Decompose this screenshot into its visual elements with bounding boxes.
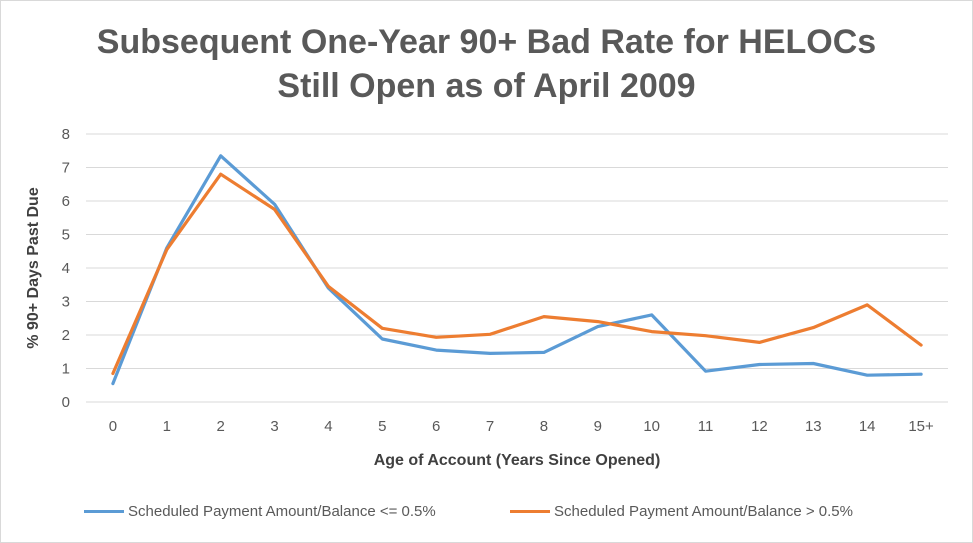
x-tick-label-15+: 15+ [908,418,934,435]
y-tick-label-1: 1 [62,361,70,378]
legend-swatch-series-1 [84,509,124,513]
x-axis-title: Age of Account (Years Since Opened) [374,452,661,469]
legend-item-series-1: Scheduled Payment Amount/Balance <= 0.5% [84,497,436,525]
x-tick-label-1: 1 [163,418,171,435]
legend: Scheduled Payment Amount/Balance <= 0.5%… [0,497,973,525]
y-tick-label-6: 6 [62,193,70,210]
y-tick-labels: 0 1 2 3 4 5 6 7 8 [62,126,70,411]
legend-label-series-1: Scheduled Payment Amount/Balance <= 0.5% [128,502,436,520]
x-tick-labels: 0 1 2 3 4 5 6 7 8 9 10 11 12 13 14 15+ [109,418,934,435]
series-lines [111,154,923,386]
x-tick-label-7: 7 [486,418,494,435]
x-tick-label-10: 10 [643,418,660,435]
x-tick-label-8: 8 [540,418,548,435]
y-tick-label-5: 5 [62,227,70,244]
x-tick-label-13: 13 [805,418,822,435]
x-tick-label-4: 4 [324,418,332,435]
x-tick-label-12: 12 [751,418,768,435]
series-line-2 [111,172,923,376]
x-tick-label-0: 0 [109,418,117,435]
gridlines [86,133,948,403]
x-tick-label-14: 14 [859,418,876,435]
legend-swatch-series-2 [510,509,550,513]
y-tick-label-8: 8 [62,126,70,143]
x-tick-label-9: 9 [594,418,602,435]
chart-title-line-1: Subsequent One-Year 90+ Bad Rate for HEL… [96,23,877,61]
series-line-1 [111,154,923,386]
y-tick-label-0: 0 [62,394,70,411]
chart-title: Subsequent One-Year 90+ Bad Rate for HEL… [0,20,973,108]
y-tick-label-3: 3 [62,294,70,311]
y-tick-label-7: 7 [62,160,70,177]
legend-label-series-2: Scheduled Payment Amount/Balance > 0.5% [554,502,853,520]
x-tick-label-11: 11 [698,418,714,435]
legend-item-series-2: Scheduled Payment Amount/Balance > 0.5% [510,497,853,525]
y-tick-label-2: 2 [62,327,70,344]
x-tick-label-2: 2 [217,418,225,435]
x-tick-label-3: 3 [270,418,278,435]
chart-title-line-2: Still Open as of April 2009 [277,67,696,105]
y-axis-title: % 90+ Days Past Due [25,187,42,349]
y-tick-label-4: 4 [62,260,70,277]
x-tick-label-6: 6 [432,418,440,435]
x-tick-label-5: 5 [378,418,386,435]
